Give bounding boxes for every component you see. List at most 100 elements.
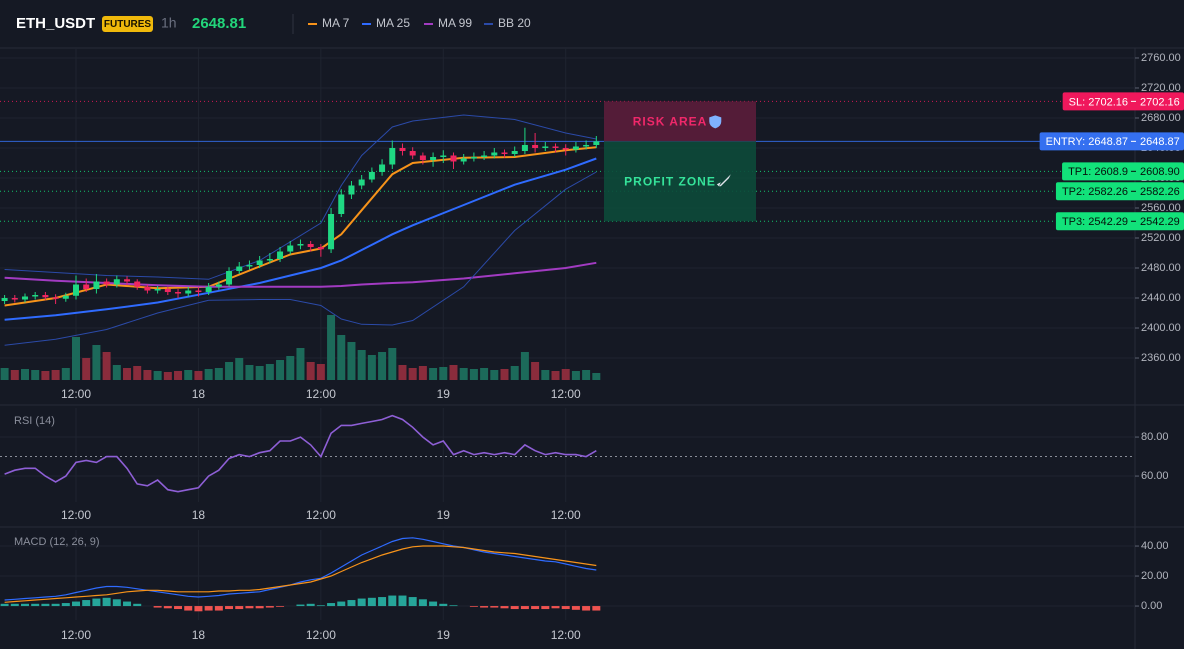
histogram-bar	[112, 599, 121, 607]
badge: FUTURES	[104, 19, 152, 30]
volume-bar	[225, 362, 234, 380]
volume-bar	[184, 370, 193, 380]
histogram-bar	[500, 606, 509, 609]
histogram-bar	[551, 606, 560, 609]
volume-bar	[337, 335, 346, 380]
histogram-bar	[225, 606, 234, 610]
candle-body	[287, 245, 294, 252]
histogram-bar	[276, 606, 285, 607]
histogram-bar	[418, 599, 427, 607]
zone	[604, 101, 756, 142]
candle-body	[307, 244, 314, 248]
level-label: SL: 2702.16	[1069, 96, 1128, 108]
candle-body	[338, 194, 345, 214]
candle-body	[399, 147, 406, 151]
x-tick-label: 18	[192, 508, 206, 522]
candle-body	[358, 179, 365, 186]
indicator-line	[4, 157, 597, 321]
histogram-bar	[541, 606, 550, 610]
histogram-bar	[357, 598, 366, 607]
volume-bar	[0, 368, 9, 380]
candle-body	[501, 152, 508, 154]
candle-body	[572, 146, 579, 150]
volume-bar	[265, 364, 274, 380]
panel-title: MACD (12, 26, 9)	[14, 536, 100, 548]
volume-bar	[235, 358, 244, 380]
histogram-bar	[592, 606, 601, 611]
histogram-bar	[174, 606, 183, 610]
candle-body	[481, 155, 488, 157]
volume-bar	[327, 315, 336, 380]
candle-body	[328, 214, 335, 250]
histogram-bar	[72, 601, 81, 607]
candle-body	[246, 265, 253, 267]
last-price: 2648.81	[192, 15, 246, 32]
level-axis-label: 2608.90	[1140, 166, 1180, 178]
volume-bar	[214, 368, 223, 380]
histogram-bar	[510, 606, 519, 610]
volume-bar	[41, 371, 50, 380]
histogram-bar	[378, 597, 387, 607]
x-tick-label: 12:00	[551, 387, 581, 401]
candle-body	[266, 259, 273, 261]
x-tick-label: 19	[437, 508, 451, 522]
volume-bar	[469, 369, 478, 380]
level-tag	[1039, 132, 1184, 151]
histogram-bar	[51, 603, 60, 607]
y-tick-label: 2480.00	[1141, 262, 1181, 274]
histogram-bar	[582, 606, 591, 611]
candle-body	[297, 244, 304, 246]
volume-bar	[194, 371, 203, 380]
legend-label: MA 99	[438, 16, 472, 30]
histogram-bar	[123, 601, 132, 607]
histogram-bar	[31, 603, 40, 607]
y-tick-label: 60.00	[1141, 470, 1169, 482]
histogram-bar	[82, 600, 91, 607]
y-tick-label: 2440.00	[1141, 292, 1181, 304]
y-tick-label: 0.00	[1141, 600, 1162, 612]
y-tick-label: 2760.00	[1141, 52, 1181, 64]
volume-bar	[490, 370, 499, 380]
candle-body	[103, 281, 110, 285]
volume-bar	[449, 365, 458, 380]
histogram-bar	[337, 601, 346, 607]
volume-bar	[439, 367, 448, 380]
volume-bar	[153, 371, 162, 380]
candle-body	[348, 185, 355, 195]
volume-bar	[112, 365, 121, 380]
level-tag	[1062, 162, 1184, 181]
candle-body	[144, 286, 151, 291]
candle-body	[593, 141, 600, 145]
volume-bar	[276, 360, 285, 380]
histogram-bar	[490, 606, 499, 608]
volume-bar	[582, 370, 591, 380]
volume-bar	[418, 366, 427, 380]
candle-body	[134, 281, 141, 287]
x-tick-label: 12:00	[61, 628, 91, 642]
histogram-bar	[398, 595, 407, 607]
histogram-bar	[245, 606, 254, 609]
candle-body	[532, 144, 539, 148]
x-tick-label: 12:00	[551, 508, 581, 522]
histogram-bar	[41, 603, 50, 607]
histogram-bar	[204, 606, 213, 611]
histogram-bar	[388, 595, 397, 607]
histogram-bar	[480, 606, 489, 608]
candle-body	[419, 155, 426, 160]
volume-bar	[398, 365, 407, 380]
histogram-bar	[316, 605, 325, 607]
volume-bar	[286, 356, 295, 380]
histogram-bar	[296, 604, 305, 607]
macd-line	[4, 537, 597, 601]
y-tick-label: 2560.00	[1141, 202, 1181, 214]
candle-body	[317, 247, 324, 250]
volume-bar	[347, 342, 356, 380]
histogram-bar	[255, 606, 264, 609]
volume-bar	[541, 370, 550, 380]
candle-body	[32, 295, 39, 297]
candle-body	[430, 156, 437, 160]
histogram-bar	[408, 597, 417, 607]
candle-body	[62, 295, 69, 299]
indicator-line	[4, 171, 597, 346]
x-tick-label: 19	[437, 628, 451, 642]
